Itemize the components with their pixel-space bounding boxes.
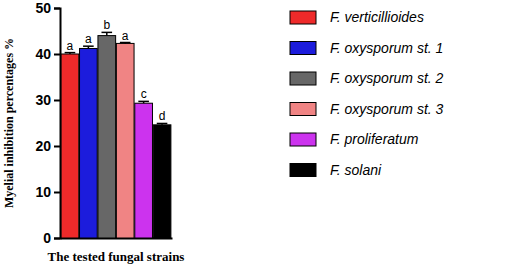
bar xyxy=(61,54,79,238)
annotation: b xyxy=(103,18,110,32)
y-tick: 50 xyxy=(35,0,60,16)
annotation: c xyxy=(141,87,147,101)
legend-label: F. oxysporum st. 2 xyxy=(330,70,444,86)
y-tick-mark xyxy=(54,8,60,10)
legend: F. verticillioides F. oxysporum st. 1 F. o… xyxy=(290,9,444,178)
error-bar xyxy=(83,46,94,48)
y-tick-mark xyxy=(54,238,60,240)
annotation: a xyxy=(122,29,129,43)
y-tick-label: 30 xyxy=(35,92,51,108)
legend-swatch xyxy=(290,103,316,116)
x-axis-title: The tested fungal strains xyxy=(48,249,185,264)
y-tick-label: 0 xyxy=(43,230,51,246)
legend-item: F. oxysporum st. 3 xyxy=(290,101,444,117)
legend-swatch xyxy=(290,164,316,177)
legend-item: F. solani xyxy=(290,162,382,178)
y-tick: 20 xyxy=(35,138,60,154)
legend-item: F. oxysporum st. 1 xyxy=(290,40,443,56)
legend-swatch xyxy=(290,72,316,85)
y-tick-mark xyxy=(54,192,60,194)
legend-swatch xyxy=(290,133,316,146)
error-bar xyxy=(138,101,149,103)
y-tick: 10 xyxy=(35,184,60,200)
bar xyxy=(98,36,116,238)
y-tick-mark xyxy=(54,100,60,102)
y-axis: 0 10 20 30 40 50 xyxy=(35,0,60,246)
plot-area xyxy=(61,32,171,238)
legend-label: F. oxysporum st. 1 xyxy=(330,40,443,56)
legend-label: F. proliferatum xyxy=(330,131,419,147)
y-tick: 0 xyxy=(43,230,60,246)
y-axis-line xyxy=(54,9,61,239)
y-axis-title: Myelial inhibition percentages % xyxy=(2,38,16,208)
legend-label: F. verticillioides xyxy=(330,9,424,25)
legend-swatch xyxy=(290,11,316,24)
annotation: d xyxy=(159,109,166,123)
bar xyxy=(80,48,98,238)
y-tick-label: 20 xyxy=(35,138,51,154)
y-tick-mark xyxy=(54,146,60,148)
y-tick-label: 10 xyxy=(35,184,51,200)
annotation: a xyxy=(85,32,92,46)
legend-label: F. solani xyxy=(330,162,382,178)
error-bar xyxy=(101,32,112,35)
legend-label: F. oxysporum st. 3 xyxy=(330,101,444,117)
annotation: a xyxy=(67,39,74,53)
y-tick-label: 50 xyxy=(35,0,51,16)
legend-swatch xyxy=(290,42,316,55)
y-tick: 40 xyxy=(35,46,60,62)
bar xyxy=(153,125,171,238)
bar xyxy=(135,103,153,238)
bar xyxy=(116,43,134,238)
legend-item: F. proliferatum xyxy=(290,131,419,147)
y-tick: 30 xyxy=(35,92,60,108)
chart: 01020304050aabacdThe tested fungal strai… xyxy=(0,0,508,268)
error-bar xyxy=(65,53,76,54)
error-bar xyxy=(157,123,168,124)
annotations: aabacd xyxy=(67,18,166,123)
legend-item: F. oxysporum st. 2 xyxy=(290,70,444,86)
y-tick-label: 40 xyxy=(35,46,51,62)
legend-item: F. verticillioides xyxy=(290,9,424,25)
y-tick-mark xyxy=(54,54,60,56)
